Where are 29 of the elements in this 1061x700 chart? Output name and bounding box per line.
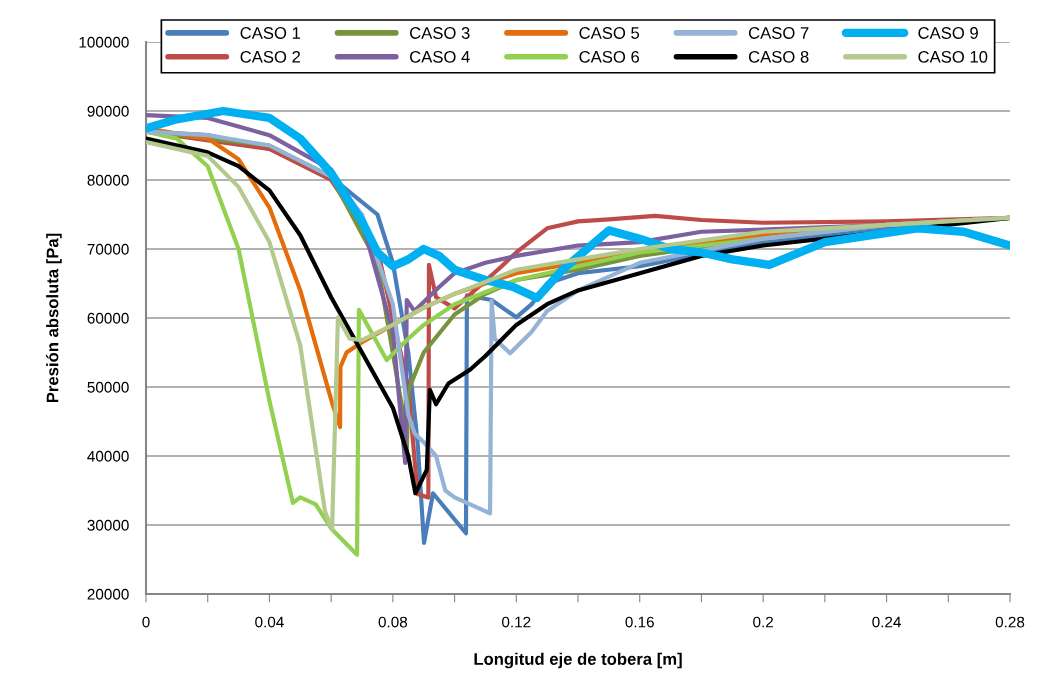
- y-tick-label: 90000: [87, 105, 129, 117]
- x-tick-label: 0: [142, 616, 150, 628]
- x-tick-label: 0.04: [255, 616, 284, 628]
- y-tick-label: 80000: [87, 174, 129, 186]
- legend-label: CASO 1: [240, 27, 301, 39]
- x-tick-label: 0.12: [502, 616, 531, 628]
- y-tick-label: 30000: [87, 519, 129, 531]
- legend-label: CASO 3: [410, 27, 470, 39]
- legend-label: CASO 4: [410, 50, 470, 63]
- y-tick-label: 50000: [87, 381, 129, 393]
- x-tick-label: 0.08: [378, 616, 408, 628]
- y-tick-label: 100000: [79, 36, 129, 48]
- legend-label: CASO 5: [579, 27, 640, 39]
- x-tick-label: 0.2: [753, 616, 773, 628]
- x-tick-label: 0.16: [625, 616, 654, 628]
- legend-label: CASO 2: [240, 50, 300, 63]
- y-tick-label: 40000: [87, 450, 129, 462]
- y-tick-label: 60000: [87, 312, 129, 324]
- y-axis-title: Presión absoluta [Pa]: [46, 233, 62, 403]
- legend-label: CASO 10: [918, 50, 988, 63]
- y-tick-label: 70000: [87, 243, 129, 255]
- x-tick-label: 0.28: [995, 616, 1025, 628]
- legend-label: CASO 7: [748, 27, 809, 39]
- y-tick-label: 20000: [87, 588, 129, 600]
- legend-label: CASO 8: [748, 50, 809, 63]
- legend-label: CASO 6: [579, 50, 640, 63]
- x-axis-title: Longitud eje de tobera [m]: [474, 652, 682, 669]
- x-tick-label: 0.24: [872, 616, 901, 628]
- legend-label: CASO 9: [918, 27, 978, 39]
